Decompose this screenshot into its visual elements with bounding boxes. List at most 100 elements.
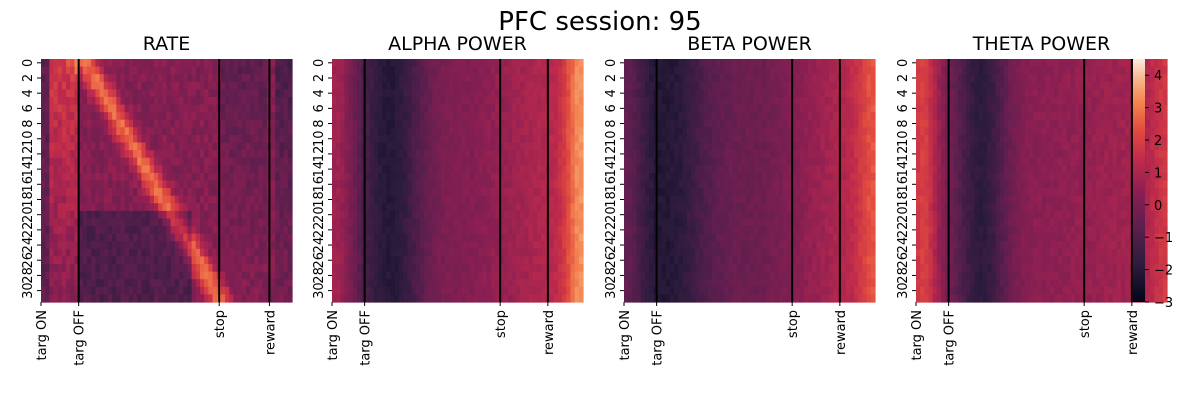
- heatmap-cell: [753, 127, 759, 136]
- heatmap-cell: [170, 142, 176, 151]
- heatmap-cell: [720, 112, 725, 121]
- heatmap-cell: [204, 248, 209, 258]
- heatmap-cell: [553, 66, 559, 75]
- heatmap-cell: [199, 142, 205, 151]
- heatmap-cell: [432, 157, 438, 166]
- heatmap-cell: [149, 112, 155, 121]
- heatmap-cell: [91, 74, 96, 83]
- heatmap-cell: [570, 134, 576, 144]
- heatmap-cell: [854, 180, 859, 189]
- heatmap-cell: [340, 59, 346, 68]
- y-tick-label: 26: [312, 252, 327, 269]
- heatmap-cell: [369, 59, 375, 68]
- heatmap-cell: [524, 195, 530, 204]
- heatmap-cell: [348, 188, 354, 197]
- heatmap-cell: [528, 104, 534, 113]
- heatmap-cell: [541, 218, 546, 227]
- heatmap-cell: [336, 218, 341, 227]
- heatmap-cell: [149, 195, 155, 204]
- heatmap-cell: [562, 241, 567, 250]
- heatmap-cell: [407, 203, 413, 212]
- heatmap-cell: [787, 157, 792, 166]
- heatmap-cell: [225, 210, 230, 220]
- heatmap-cell: [241, 134, 247, 144]
- heatmap-cell: [344, 233, 350, 242]
- heatmap-cell: [70, 157, 76, 166]
- heatmap-cell: [524, 218, 530, 227]
- heatmap-cell: [486, 127, 492, 136]
- heatmap-cell: [686, 127, 692, 136]
- heatmap-cell: [279, 264, 285, 273]
- heatmap-cell: [195, 210, 201, 220]
- heatmap-cell: [736, 172, 742, 182]
- heatmap-cell: [553, 248, 559, 258]
- heatmap-cell: [124, 81, 130, 90]
- heatmap-cell: [191, 165, 197, 174]
- heatmap-cell: [753, 157, 759, 166]
- heatmap-cell: [225, 157, 230, 166]
- heatmap-cell: [91, 188, 96, 197]
- heatmap-cell: [503, 256, 509, 265]
- heatmap-cell: [191, 112, 197, 121]
- heatmap-cell: [332, 134, 337, 144]
- heatmap-cell: [191, 89, 197, 98]
- heatmap-cell: [562, 150, 567, 159]
- heatmap-cell: [507, 248, 513, 258]
- heatmap-cell: [137, 210, 142, 220]
- heatmap-cell: [574, 66, 580, 75]
- heatmap-cell: [787, 165, 792, 174]
- heatmap-cell: [382, 294, 387, 303]
- heatmap-cell: [162, 134, 168, 144]
- heatmap-cell: [49, 81, 55, 90]
- heatmap-cell: [369, 195, 375, 204]
- heatmap-cell: [386, 81, 392, 90]
- heatmap-cell: [520, 195, 526, 204]
- heatmap-cell: [87, 218, 92, 227]
- heatmap-cell: [237, 226, 243, 235]
- heatmap-cell: [453, 157, 459, 166]
- heatmap-cell: [720, 188, 725, 197]
- heatmap-cell: [120, 233, 126, 242]
- heatmap-cell: [365, 165, 371, 174]
- heatmap-cell: [495, 112, 500, 121]
- heatmap-cell: [179, 112, 184, 121]
- heatmap-cell: [440, 66, 446, 75]
- heatmap-cell: [141, 210, 147, 220]
- heatmap-cell: [695, 157, 700, 166]
- heatmap-cell: [340, 256, 346, 265]
- y-tick-label: 2: [21, 74, 36, 82]
- heatmap-cell: [212, 96, 218, 106]
- heatmap-cell: [520, 286, 526, 295]
- heatmap-cell: [670, 172, 675, 182]
- heatmap-cell: [141, 119, 147, 128]
- heatmap-cell: [470, 134, 475, 144]
- heatmap-cell: [824, 165, 830, 174]
- heatmap-cell: [120, 271, 126, 280]
- heatmap-cell: [749, 66, 755, 75]
- heatmap-cell: [153, 66, 159, 75]
- heatmap-cell: [258, 264, 264, 273]
- heatmap-cell: [183, 142, 189, 151]
- heatmap-cell: [449, 59, 454, 68]
- heatmap-cell: [778, 165, 784, 174]
- heatmap-cell: [158, 195, 163, 204]
- heatmap-cell: [279, 165, 285, 174]
- heatmap-cell: [415, 210, 421, 220]
- heatmap-cell: [162, 66, 168, 75]
- heatmap-cell: [166, 210, 172, 220]
- heatmap-cell: [369, 271, 375, 280]
- heatmap-cell: [407, 127, 413, 136]
- heatmap-cell: [229, 264, 235, 273]
- heatmap-cell: [250, 180, 255, 189]
- heatmap-cell: [241, 233, 247, 242]
- heatmap-cell: [332, 241, 337, 250]
- heatmap-cell: [233, 127, 239, 136]
- heatmap-cell: [275, 66, 281, 75]
- heatmap-cell: [524, 165, 530, 174]
- heatmap-cell: [419, 165, 425, 174]
- heatmap-cell: [507, 81, 513, 90]
- heatmap-cell: [478, 241, 484, 250]
- heatmap-cell: [199, 188, 205, 197]
- heatmap-cell: [528, 119, 534, 128]
